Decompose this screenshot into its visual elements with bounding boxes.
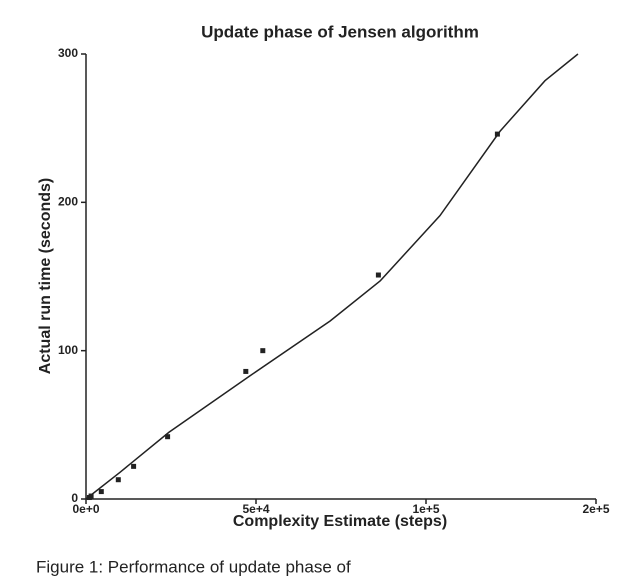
point (88, 493, 94, 499)
fit-curve (85, 53, 579, 500)
y-tick-label: 100 (58, 343, 78, 357)
x-tick-label: 1e+5 (412, 502, 439, 516)
point (243, 368, 249, 374)
point (115, 477, 121, 483)
y-tick-label: 200 (58, 195, 78, 209)
chart-title: Update phase of Jensen algorithm (201, 22, 479, 41)
y-tick-label: 300 (58, 46, 78, 60)
y-axis-label: Actual run time (seconds) (37, 178, 54, 374)
caption: Figure 1: Performance of update phase of (36, 557, 351, 576)
point (260, 348, 266, 354)
y-tick-label: 0 (71, 491, 78, 505)
point (375, 272, 381, 278)
x-tick-label: 0e+0 (72, 502, 99, 516)
x-axis-label: Complexity Estimate (steps) (233, 513, 447, 530)
point (165, 434, 171, 440)
x-tick-label: 5e+4 (242, 502, 269, 516)
x-tick-label: 2e+5 (582, 502, 609, 516)
point (98, 489, 104, 495)
point (131, 463, 137, 469)
